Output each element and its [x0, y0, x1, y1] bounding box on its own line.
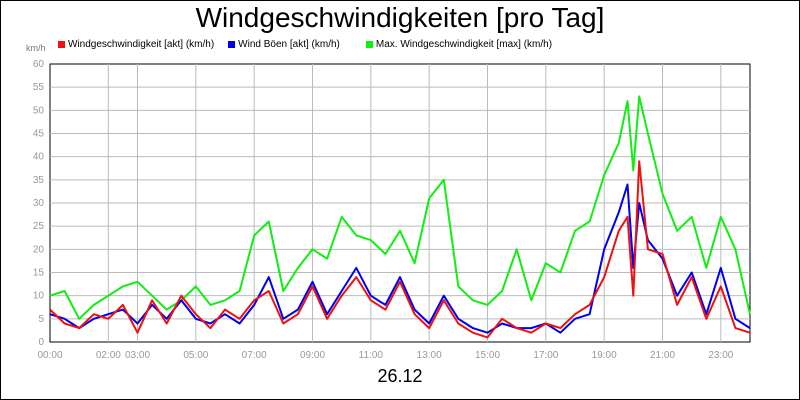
y-tick-label: 10	[33, 291, 45, 302]
legend-label-gusts: Wind Böen [akt] (km/h)	[238, 38, 340, 50]
x-tick-label: 15:00	[475, 350, 500, 361]
x-tick-label: 11:00	[359, 350, 384, 361]
y-tick-label: 45	[33, 129, 45, 140]
y-tick-label: 55	[33, 82, 45, 93]
legend-item-gusts: Wind Böen [akt] (km/h)	[228, 37, 340, 51]
x-tick-label: 03:00	[125, 350, 150, 361]
legend-label-max-wind: Max. Windgeschwindigkeit [max] (km/h)	[375, 38, 553, 50]
date-label: 26.12	[377, 366, 423, 386]
chart-title: Windgeschwindigkeiten [pro Tag]	[195, 2, 605, 33]
y-tick-label: 5	[38, 314, 44, 325]
y-tick-label: 40	[33, 152, 45, 163]
legend-swatch-gusts	[228, 40, 236, 48]
legend-item-max-wind: Max. Windgeschwindigkeit [max] (km/h)	[365, 37, 553, 51]
x-tick-label: 07:00	[242, 350, 267, 361]
x-tick-label: 13:00	[417, 350, 442, 361]
y-tick-label: 60	[33, 59, 45, 70]
x-tick-label: 19:00	[592, 350, 617, 361]
y-tick-label: 50	[33, 105, 45, 116]
x-axis-ticks: 00:00 02:00 03:00 05:00 07:00 09:00 11:00 13:00…	[37, 350, 733, 361]
series-line-2	[49, 95, 751, 320]
grid-lines	[50, 64, 750, 342]
y-tick-label: 0	[38, 337, 44, 348]
legend-label-wind-speed: Windgeschwindigkeit [akt] (km/h)	[68, 38, 215, 50]
series-lines	[49, 95, 751, 339]
y-tick-label: 25	[33, 221, 45, 232]
y-axis-unit: km/h	[26, 43, 46, 53]
legend-item-wind-speed: Windgeschwindigkeit [akt] (km/h)	[58, 37, 214, 51]
y-tick-label: 30	[33, 198, 45, 209]
x-tick-label: 23:00	[708, 350, 733, 361]
y-tick-label: 20	[33, 244, 45, 255]
y-tick-label: 35	[33, 175, 45, 186]
x-tick-label: 00:00	[37, 350, 62, 361]
y-tick-label: 15	[33, 268, 45, 279]
legend: Windgeschwindigkeit [akt] (km/h) Wind Bö…	[58, 37, 552, 51]
legend-swatch-max-wind	[365, 40, 373, 48]
x-tick-label: 02:00	[96, 350, 121, 361]
x-tick-label: 05:00	[183, 350, 208, 361]
x-tick-label: 21:00	[650, 350, 675, 361]
x-tick-label: 17:00	[533, 350, 558, 361]
x-tick-label: 09:00	[300, 350, 325, 361]
legend-swatch-wind-speed	[58, 40, 65, 48]
series-line-0	[49, 160, 751, 339]
y-axis-ticks: 0 5 10 15 20 25 30 35 40 45 50 55 60	[33, 59, 45, 348]
